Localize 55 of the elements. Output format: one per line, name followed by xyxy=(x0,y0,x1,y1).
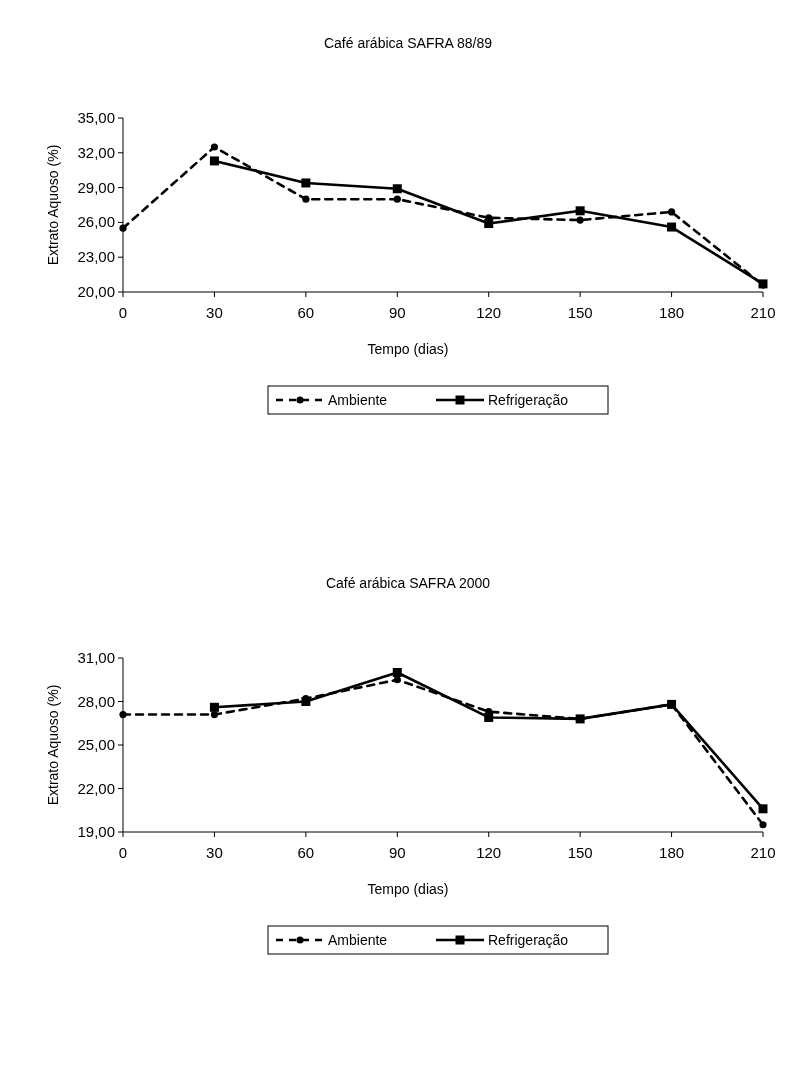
point xyxy=(759,821,767,829)
legend-label: Ambiente xyxy=(328,392,388,408)
point xyxy=(209,156,219,166)
point xyxy=(119,710,127,719)
point xyxy=(576,216,584,224)
point xyxy=(210,143,219,151)
point xyxy=(302,195,310,203)
point xyxy=(667,222,677,232)
x-tick-label: 210 xyxy=(750,304,776,321)
x-tick-label: 0 xyxy=(118,304,128,321)
y-tick-label: 31,00 xyxy=(77,649,115,666)
chart-title: Café arábica SAFRA 2000 xyxy=(325,575,491,591)
point xyxy=(392,184,402,194)
y-tick-label: 22,00 xyxy=(77,779,115,797)
point xyxy=(209,702,219,712)
y-tick-label: 23,00 xyxy=(77,248,115,266)
point xyxy=(210,710,219,719)
y-tick-label: 26,00 xyxy=(77,213,115,231)
x-tick-label: 210 xyxy=(750,844,776,861)
x-tick-label: 180 xyxy=(659,304,685,321)
x-axis-title: Tempo (dias) xyxy=(367,881,449,897)
y-tick-label: 32,00 xyxy=(77,143,115,161)
y-tick-label: 29,00 xyxy=(77,178,115,196)
y-tick-label: 25,00 xyxy=(77,736,115,753)
legend-label: Refrigeração xyxy=(488,392,569,408)
y-axis-title: Extrato Aquoso (%) xyxy=(45,684,61,806)
point xyxy=(575,206,585,216)
y-tick-label: 20,00 xyxy=(77,283,115,300)
x-tick-label: 150 xyxy=(567,844,593,861)
x-tick-label: 30 xyxy=(206,304,223,321)
y-tick-label: 35,00 xyxy=(77,109,115,126)
y-tick-label: 19,00 xyxy=(77,823,115,840)
x-tick-label: 120 xyxy=(476,304,502,321)
y-axis-title: Extrato Aquoso (%) xyxy=(45,144,61,266)
x-tick-label: 30 xyxy=(206,844,223,861)
point xyxy=(393,676,401,684)
x-axis-title: Tempo (dias) xyxy=(367,341,449,357)
point xyxy=(301,178,311,188)
x-tick-label: 60 xyxy=(297,304,315,321)
x-tick-label: 180 xyxy=(659,844,685,861)
point xyxy=(393,195,401,203)
x-tick-label: 90 xyxy=(388,304,406,321)
x-tick-label: 0 xyxy=(118,844,128,861)
legend-label: Ambiente xyxy=(328,932,388,948)
x-tick-label: 120 xyxy=(476,844,502,861)
point xyxy=(392,668,402,677)
point xyxy=(667,208,676,216)
x-tick-label: 90 xyxy=(388,844,406,861)
y-tick-label: 28,00 xyxy=(77,692,115,710)
point xyxy=(119,224,127,232)
legend-label: Refrigeração xyxy=(488,932,569,948)
chart-title: Café arábica SAFRA 88/89 xyxy=(323,35,493,51)
x-tick-label: 150 xyxy=(567,304,593,321)
point xyxy=(758,804,768,814)
x-tick-label: 60 xyxy=(297,844,315,861)
